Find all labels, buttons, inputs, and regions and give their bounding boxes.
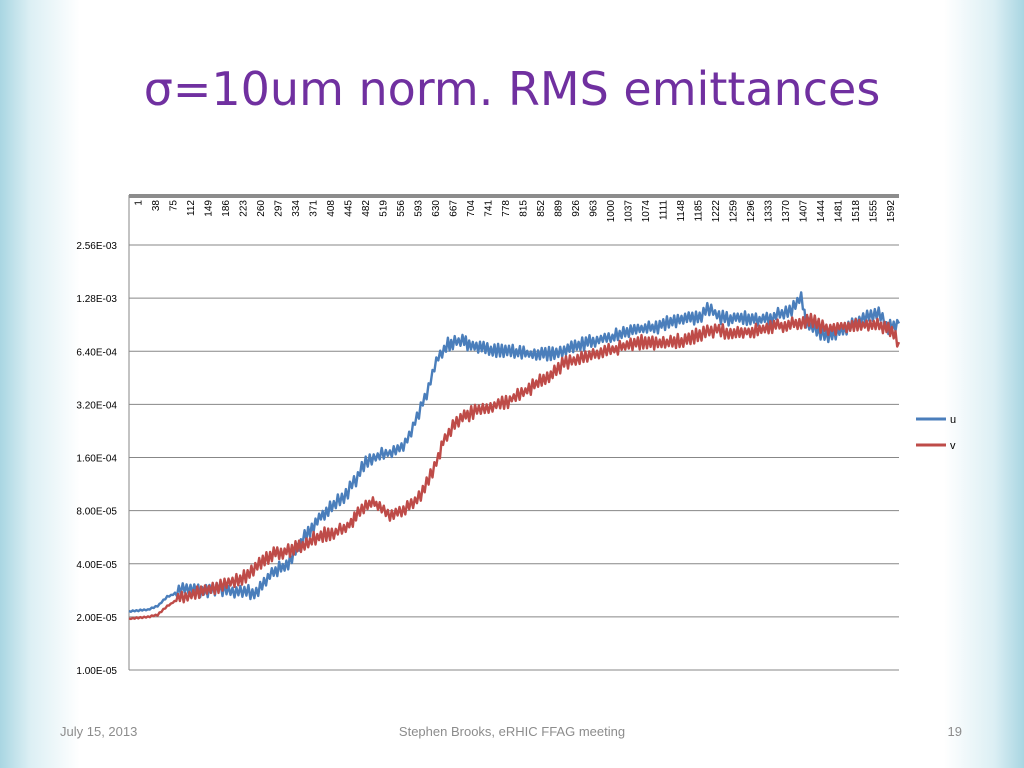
series-line-u xyxy=(128,291,901,613)
x-tick-label: 1444 xyxy=(816,200,827,223)
x-tick-label: 1296 xyxy=(746,200,757,223)
page-number: 19 xyxy=(947,724,962,739)
x-tick-label: 408 xyxy=(326,200,337,217)
x-tick-label: 223 xyxy=(238,200,249,217)
y-tick-label: 4.00E-05 xyxy=(76,560,117,571)
y-axis-labels: 1.00E-05 2.00E-05 4.00E-05 8.00E-05 1.60E-04… xyxy=(76,241,117,677)
x-tick-label: 260 xyxy=(256,200,267,217)
legend-label-v: v xyxy=(950,440,956,452)
x-tick-label: 1111 xyxy=(658,200,669,220)
legend-label-u: u xyxy=(950,414,956,426)
x-tick-label: 1481 xyxy=(833,200,844,223)
x-tick-label: 1407 xyxy=(798,200,809,223)
x-tick-label: 1555 xyxy=(868,200,879,223)
x-tick-label: 889 xyxy=(553,200,564,217)
x-tick-label: 1592 xyxy=(886,200,897,223)
x-tick-label: 593 xyxy=(413,200,424,217)
x-tick-label: 297 xyxy=(273,200,284,217)
x-tick-label: 1518 xyxy=(851,200,862,223)
x-tick-label: 1 xyxy=(133,200,144,206)
x-tick-label: 149 xyxy=(203,200,214,217)
x-tick-label: 704 xyxy=(466,200,477,217)
x-tick-label: 186 xyxy=(221,200,232,217)
grid-layer xyxy=(128,194,899,671)
x-tick-label: 1259 xyxy=(728,200,739,223)
x-tick-label: 1222 xyxy=(711,200,722,223)
x-tick-label: 741 xyxy=(483,200,494,217)
x-tick-label: 926 xyxy=(571,200,582,217)
x-tick-label: 1000 xyxy=(606,200,617,223)
y-tick-label: 2.00E-05 xyxy=(76,613,117,624)
x-tick-label: 556 xyxy=(396,200,407,217)
x-tick-label: 1185 xyxy=(693,200,704,222)
y-tick-label: 1.00E-05 xyxy=(76,666,117,677)
legend: uv xyxy=(916,414,956,452)
x-tick-label: 1148 xyxy=(676,200,687,222)
y-tick-label: 8.00E-05 xyxy=(76,507,117,518)
x-tick-label: 1370 xyxy=(781,200,792,223)
x-tick-label: 852 xyxy=(536,200,547,217)
x-tick-label: 445 xyxy=(343,200,354,217)
x-tick-label: 38 xyxy=(151,200,162,212)
x-tick-label: 630 xyxy=(431,200,442,217)
x-tick-label: 1037 xyxy=(623,200,634,223)
x-tick-label: 112 xyxy=(186,200,197,216)
x-tick-label: 963 xyxy=(588,200,599,217)
slide-title: σ=10um norm. RMS emittances xyxy=(143,62,881,116)
y-tick-label: 1.60E-04 xyxy=(76,454,117,465)
x-tick-label: 1333 xyxy=(763,200,774,223)
x-tick-label: 482 xyxy=(361,200,372,217)
y-tick-label: 3.20E-04 xyxy=(76,400,117,411)
y-tick-label: 6.40E-04 xyxy=(76,347,117,358)
footer-date: July 15, 2013 xyxy=(60,724,138,739)
x-tick-label: 1074 xyxy=(641,200,652,223)
x-tick-label: 815 xyxy=(518,200,529,217)
x-tick-label: 778 xyxy=(501,200,512,217)
x-tick-label: 75 xyxy=(168,200,179,212)
y-tick-label: 1.28E-03 xyxy=(76,294,117,305)
footer-presenter: Stephen Brooks, eRHIC FFAG meeting xyxy=(398,724,626,739)
x-tick-label: 667 xyxy=(448,200,459,217)
y-tick-label: 2.56E-03 xyxy=(76,241,117,252)
series-line-v xyxy=(128,312,901,621)
x-axis-labels: 1 38 75 112 149 186 223 260 297 334 371 408 445 482 51… xyxy=(133,200,897,223)
x-tick-label: 334 xyxy=(291,200,302,217)
x-tick-label: 519 xyxy=(378,200,389,217)
series-layer xyxy=(128,291,901,621)
x-tick-label: 371 xyxy=(308,200,319,217)
